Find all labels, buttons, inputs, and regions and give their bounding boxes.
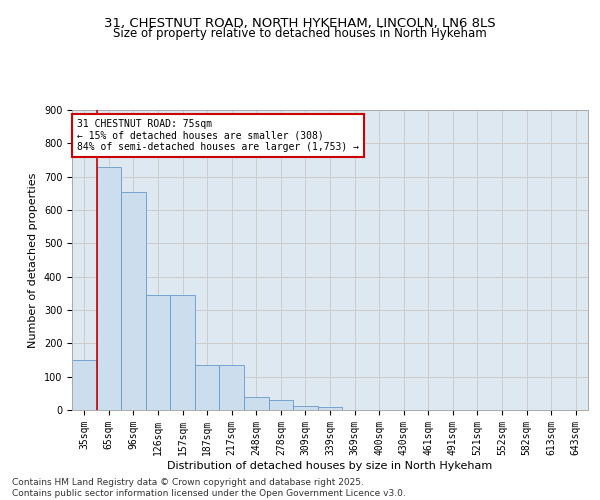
Bar — [269, 400, 293, 410]
Bar — [220, 365, 244, 410]
Bar — [195, 365, 220, 410]
Bar — [170, 295, 195, 410]
Bar — [146, 295, 170, 410]
X-axis label: Distribution of detached houses by size in North Hykeham: Distribution of detached houses by size … — [167, 460, 493, 470]
Text: 31, CHESTNUT ROAD, NORTH HYKEHAM, LINCOLN, LN6 8LS: 31, CHESTNUT ROAD, NORTH HYKEHAM, LINCOL… — [104, 18, 496, 30]
Text: Contains HM Land Registry data © Crown copyright and database right 2025.
Contai: Contains HM Land Registry data © Crown c… — [12, 478, 406, 498]
Y-axis label: Number of detached properties: Number of detached properties — [28, 172, 38, 348]
Bar — [121, 192, 146, 410]
Text: 31 CHESTNUT ROAD: 75sqm
← 15% of detached houses are smaller (308)
84% of semi-d: 31 CHESTNUT ROAD: 75sqm ← 15% of detache… — [77, 119, 359, 152]
Text: Size of property relative to detached houses in North Hykeham: Size of property relative to detached ho… — [113, 28, 487, 40]
Bar — [97, 166, 121, 410]
Bar — [72, 360, 97, 410]
Bar — [318, 408, 342, 410]
Bar — [244, 396, 269, 410]
Bar — [293, 406, 318, 410]
